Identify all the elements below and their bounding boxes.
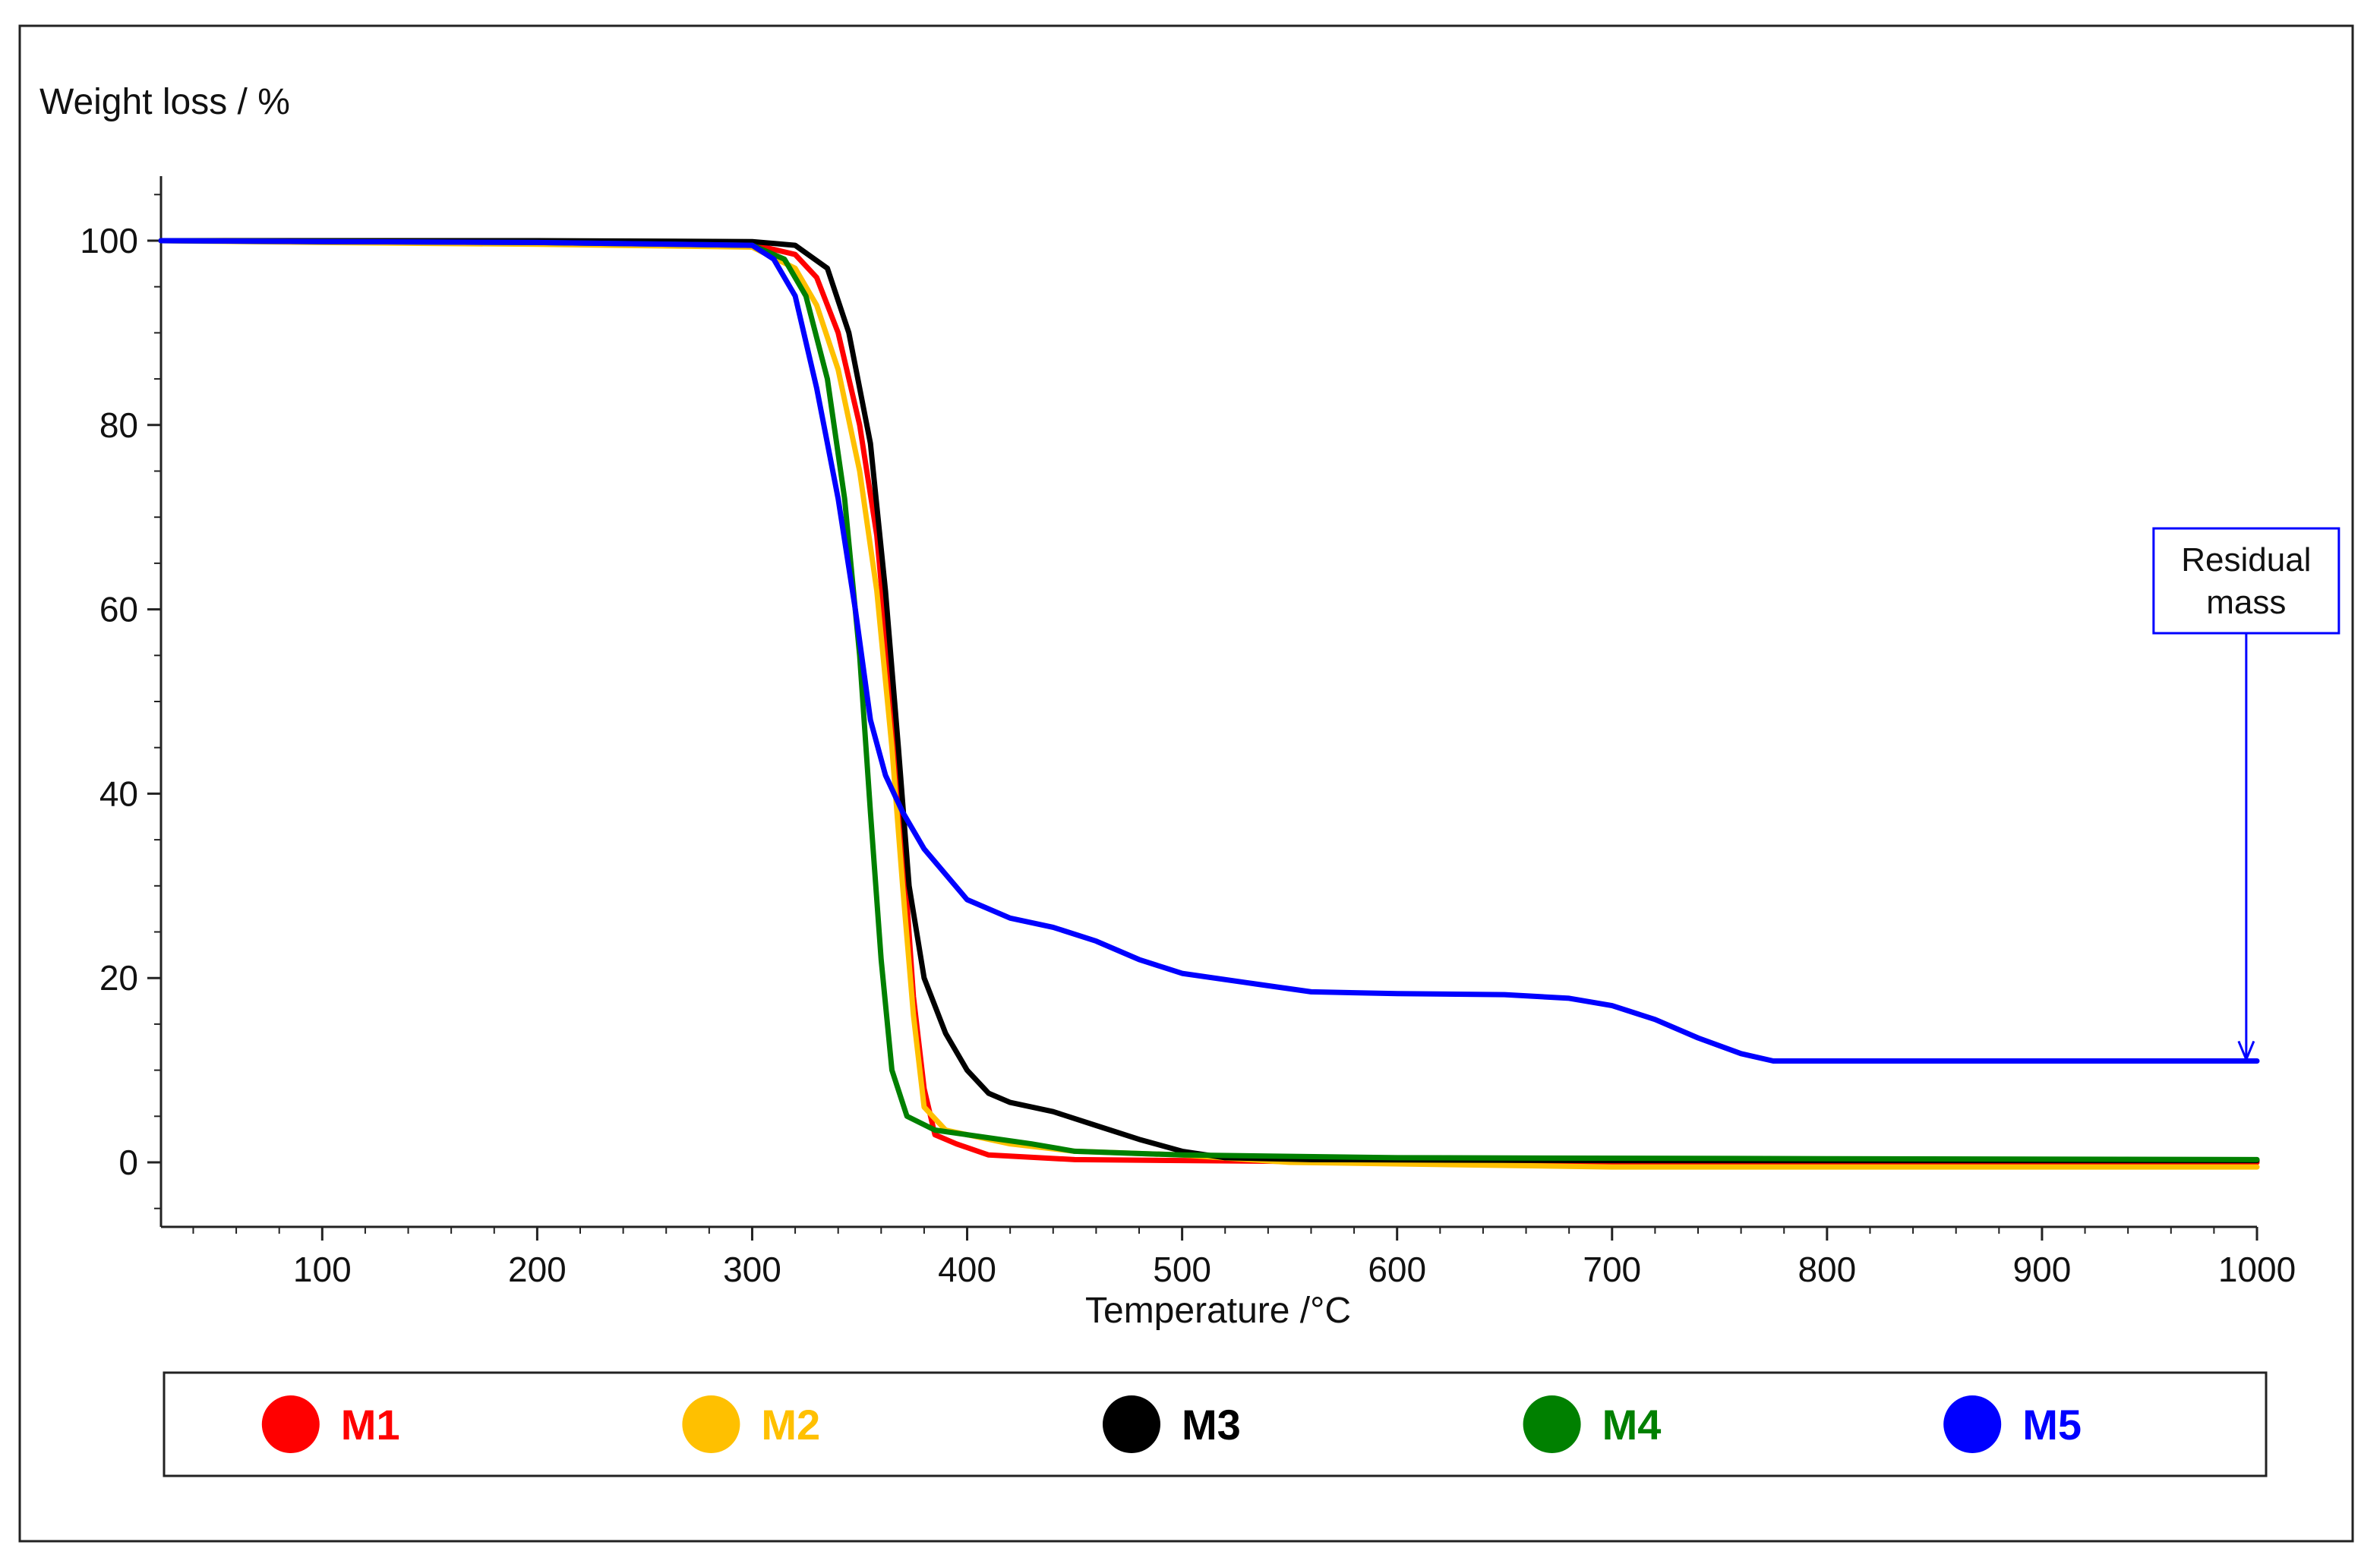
- annotation-box: [2152, 527, 2341, 635]
- outer-frame: [18, 24, 2354, 1543]
- annotation-text-line: Residual: [2181, 541, 2311, 579]
- legend-box: [163, 1371, 2268, 1477]
- y-tick-label: 60: [99, 590, 138, 629]
- x-tick-label: 300: [723, 1250, 781, 1289]
- y-tick-label: 80: [99, 405, 138, 445]
- x-tick-label: 200: [508, 1250, 567, 1289]
- y-tick-label: 40: [99, 774, 138, 813]
- legend-label-m5: M5: [2022, 1401, 2082, 1449]
- legend-label-m2: M2: [761, 1401, 820, 1449]
- annotation-text-line: mass: [2206, 584, 2286, 621]
- legend: M1 M2 M3 M4 M5: [261, 1395, 2082, 1453]
- x-tick-label: 500: [1153, 1250, 1211, 1289]
- legend-label-m3: M3: [1182, 1401, 1241, 1449]
- x-tick-label: 800: [1798, 1250, 1856, 1289]
- series-line-m3: [158, 238, 2260, 1164]
- y-axis-title: Weight loss / %: [39, 82, 290, 122]
- series-layer: [158, 238, 2260, 1170]
- annotation-layer: Residual mass: [2152, 527, 2341, 1063]
- legend-marker-m4: [1523, 1395, 1581, 1453]
- x-tick-label: 600: [1368, 1250, 1426, 1289]
- x-tick-label: 1000: [2218, 1250, 2296, 1289]
- legend-label-m4: M4: [1602, 1401, 1662, 1449]
- x-axis-title: Temperature /°C: [1085, 1291, 1351, 1331]
- series-line-m1: [158, 238, 2260, 1165]
- legend-marker-m3: [1103, 1395, 1160, 1453]
- y-tick-label: 0: [118, 1143, 138, 1182]
- x-tick-label: 700: [1583, 1250, 1641, 1289]
- y-tick-label: 20: [99, 958, 138, 998]
- legend-marker-m2: [682, 1395, 740, 1453]
- x-tick-label: 400: [938, 1250, 996, 1289]
- x-tick-label: 100: [293, 1250, 352, 1289]
- legend-marker-m1: [261, 1395, 320, 1453]
- axes: 100 200 300 400 500 600 700 800 900 1000 0 20 40 60 80…: [80, 176, 2296, 1289]
- y-tick-label: 100: [80, 221, 138, 260]
- legend-marker-m5: [1943, 1395, 2002, 1453]
- legend-label-m1: M1: [341, 1401, 400, 1449]
- annotation-arrow-head: [2237, 1040, 2255, 1063]
- x-tick-label: 900: [2013, 1250, 2072, 1289]
- series-line-m5: [158, 238, 2260, 1064]
